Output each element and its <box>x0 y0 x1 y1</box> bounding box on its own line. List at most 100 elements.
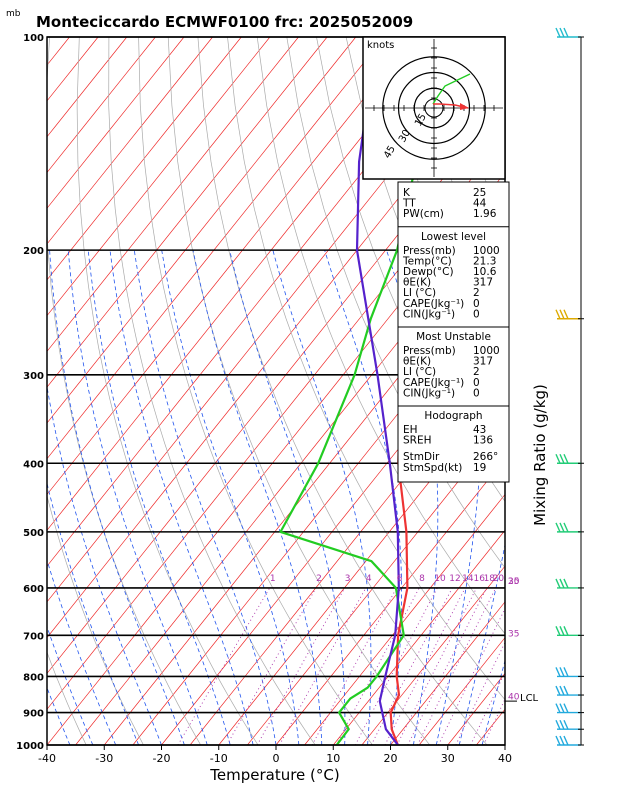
wind-barb-feather <box>560 667 564 676</box>
wind-barb-feather <box>564 523 568 532</box>
indices-section-title: Most Unstable <box>416 331 491 343</box>
mixing-ratio-label: 4 <box>366 574 372 584</box>
mixing-ratio-axis-label: Mixing Ratio (g/kg) <box>531 384 549 526</box>
pressure-tick-label: 1000 <box>16 741 44 752</box>
moist-adiabat-line <box>68 250 207 745</box>
dry-adiabat-line <box>77 37 258 745</box>
index-value: 136 <box>473 435 493 447</box>
index-key: CIN(Jkg⁻¹) <box>403 308 455 320</box>
wind-barb-feather <box>556 626 560 635</box>
mixing-ratio-line <box>336 588 419 745</box>
pressure-tick-label: 400 <box>23 459 44 470</box>
wind-barb-column <box>556 28 584 745</box>
moist-adiabat-line <box>273 250 371 745</box>
mixing-ratio-label: 14 <box>462 574 474 584</box>
wind-barb-feather <box>564 626 568 635</box>
mixing-ratio-line <box>280 588 366 745</box>
wind-barb-feather <box>560 686 564 695</box>
mixing-ratio-label: 6 <box>397 574 403 584</box>
wind-barb-feather <box>560 523 564 532</box>
temperature-tick-label: -30 <box>95 752 113 765</box>
chart-title: Monteciccardo ECMWF0100 frc: 2025052009 <box>36 13 413 31</box>
pressure-tick-label: 800 <box>23 672 44 683</box>
lcl-label: LCL <box>520 693 539 704</box>
wind-barb-feather <box>556 704 560 713</box>
wind-barb-feather <box>556 667 560 676</box>
thermo-grid <box>0 37 618 745</box>
dry-adiabat-line <box>583 37 618 745</box>
wind-barb-feather <box>556 310 560 319</box>
wind-barb-feather <box>564 667 568 676</box>
wind-barb-feather <box>564 704 568 713</box>
wind-barb-feather <box>560 626 564 635</box>
isotherm-line <box>47 37 613 745</box>
moist-adiabat-line <box>230 250 345 745</box>
pressure-tick-label: 600 <box>23 584 44 595</box>
pressure-tick-label: 200 <box>23 246 44 257</box>
wind-barb-feather <box>564 720 568 729</box>
isotherm-line <box>0 37 356 745</box>
temperature-tick-label: 40 <box>498 752 512 765</box>
wind-barb-feather <box>560 310 564 319</box>
index-value: 1.96 <box>473 208 497 220</box>
mixing-ratio-label: 35 <box>508 629 519 639</box>
mixing-ratio-line <box>418 588 496 745</box>
temperature-tick-label: 0 <box>273 752 280 765</box>
index-value: 0 <box>473 308 480 320</box>
index-value: 19 <box>473 462 486 474</box>
isotherm-line <box>0 37 384 745</box>
temperature-tick-label: -10 <box>210 752 228 765</box>
dry-adiabat-line <box>613 37 618 745</box>
wind-barb-feather <box>556 523 560 532</box>
mixing-ratio-label: 3 <box>345 574 351 584</box>
mixing-ratio-label: 1 <box>270 574 276 584</box>
temperature-tick-label: 30 <box>441 752 455 765</box>
temperature-tick-label: 20 <box>384 752 398 765</box>
index-key: CIN(Jkg⁻¹) <box>403 387 455 399</box>
temperature-tick-label: -20 <box>153 752 171 765</box>
unit-top-label: mb <box>6 9 21 19</box>
wind-barb-feather <box>556 454 560 463</box>
mixing-ratio-line <box>257 588 345 745</box>
pressure-tick-label: 500 <box>23 528 44 539</box>
wind-barb-feather <box>560 579 564 588</box>
mixing-ratio-label: 2 <box>316 574 322 584</box>
wind-barb-feather <box>564 454 568 463</box>
mixing-ratio-label: 12 <box>449 574 460 584</box>
mixing-ratio-label: 10 <box>434 574 446 584</box>
mixing-ratio-line <box>408 588 487 745</box>
mixing-ratio-line <box>438 588 515 745</box>
wind-barb-feather <box>564 310 568 319</box>
pressure-tick-label: 700 <box>23 631 44 642</box>
temperature-tick-label: 10 <box>326 752 340 765</box>
index-value: 0 <box>473 387 480 399</box>
pressure-tick-label: 300 <box>23 371 44 382</box>
wind-barb-feather <box>560 454 564 463</box>
moist-adiabat-line <box>50 250 185 745</box>
dry-adiabat-line <box>109 37 316 745</box>
hodograph-unit: knots <box>367 40 394 51</box>
moist-adiabat-line <box>325 250 402 745</box>
isotherm-line <box>0 37 12 745</box>
wind-barb-feather <box>560 720 564 729</box>
indices-section-title: Lowest level <box>421 231 486 243</box>
x-axis-label: Temperature (°C) <box>209 766 339 784</box>
pressure-tick-label: 100 <box>23 33 44 44</box>
wind-barb-feather <box>564 579 568 588</box>
mixing-ratio-label: 20 <box>493 574 505 584</box>
dry-adiabat-line <box>554 37 618 745</box>
mixing-ratio-line <box>178 588 270 745</box>
wind-barb-feather <box>556 579 560 588</box>
wind-barb-feather <box>556 736 560 745</box>
wind-barb-feather <box>556 28 560 37</box>
wind-barb-feather <box>556 720 560 729</box>
index-key: SREH <box>403 435 432 447</box>
wind-barb-feather <box>564 28 568 37</box>
wind-barb-feather <box>556 686 560 695</box>
wind-barb-feather <box>560 28 564 37</box>
